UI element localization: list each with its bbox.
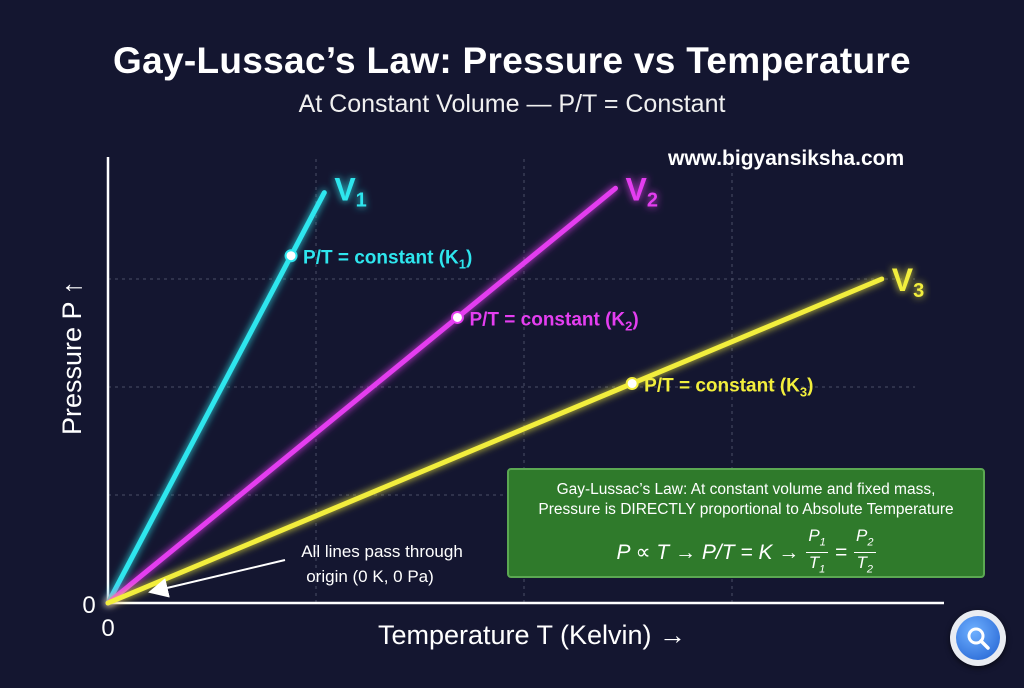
series-line-2	[105, 185, 619, 606]
fraction-p1-t1: P1 T1	[806, 526, 828, 580]
series-lines	[105, 185, 885, 606]
series-name-1: V1	[334, 172, 366, 212]
law-formula: P ∝ T → P/T = K → P1 T1 = P2 T2	[509, 526, 983, 580]
series-labels: P/T = constant (K1) V1 P/T = constant (K2)…	[303, 171, 924, 399]
frac1-num-sub: 1	[819, 536, 826, 549]
y-origin-label: 0	[82, 592, 95, 619]
origin-arrow	[148, 559, 286, 598]
zoom-search-button[interactable]	[950, 610, 1006, 666]
chart-title: Gay-Lussac’s Law: Pressure vs Temperatur…	[113, 40, 911, 81]
series-marker-2	[450, 310, 464, 324]
origin-annotation: All lines pass through origin (0 K, 0 Pa)	[148, 542, 463, 598]
chart-subtitle: At Constant Volume — P/T = Constant	[298, 90, 726, 118]
law-statement-line2: Pressure is DIRECTLY proportional to Abs…	[538, 501, 954, 518]
series-marker-3	[625, 377, 639, 391]
x-axis-label: Temperature T (Kelvin) →	[378, 620, 686, 650]
formula-equals: =	[834, 540, 848, 564]
frac2-den: T	[856, 553, 867, 573]
series-marker-label-1: P/T = constant (K1)	[303, 248, 472, 272]
series-name-2: V2	[626, 171, 658, 211]
y-axis-label: Pressure P ↑	[57, 281, 87, 435]
series-marker-label-2: P/T = constant (K2)	[469, 309, 638, 333]
fraction-p2-t2: P2 T2	[854, 526, 876, 580]
search-icon	[956, 616, 1000, 660]
frac2-num-sub: 2	[867, 536, 874, 549]
series-line-3	[105, 276, 885, 606]
origin-annotation-line1: All lines pass through	[301, 542, 463, 561]
axes: Temperature T (Kelvin) → Pressure P ↑ 00	[57, 157, 944, 650]
frac1-den-sub: 1	[819, 563, 826, 576]
x-origin-label: 0	[101, 615, 114, 642]
website-url: www.bigyansiksha.com	[668, 147, 905, 170]
law-statement-line1: Gay-Lussac’s Law: At constant volume and…	[556, 481, 936, 498]
frac1-den: T	[808, 553, 820, 573]
series-marker-1	[284, 249, 298, 263]
formula-proportion: P ∝ T → P/T = K →	[616, 541, 800, 565]
series-name-3: V3	[892, 262, 924, 302]
law-info-box: Gay-Lussac’s Law: At constant volume and…	[507, 468, 985, 578]
frac1-num: P	[808, 526, 820, 545]
series-marker-label-3: P/T = constant (K3)	[644, 376, 813, 400]
frac2-den-sub: 2	[866, 563, 874, 576]
origin-annotation-line2: origin (0 K, 0 Pa)	[306, 567, 434, 586]
frac2-num: P	[856, 526, 868, 545]
